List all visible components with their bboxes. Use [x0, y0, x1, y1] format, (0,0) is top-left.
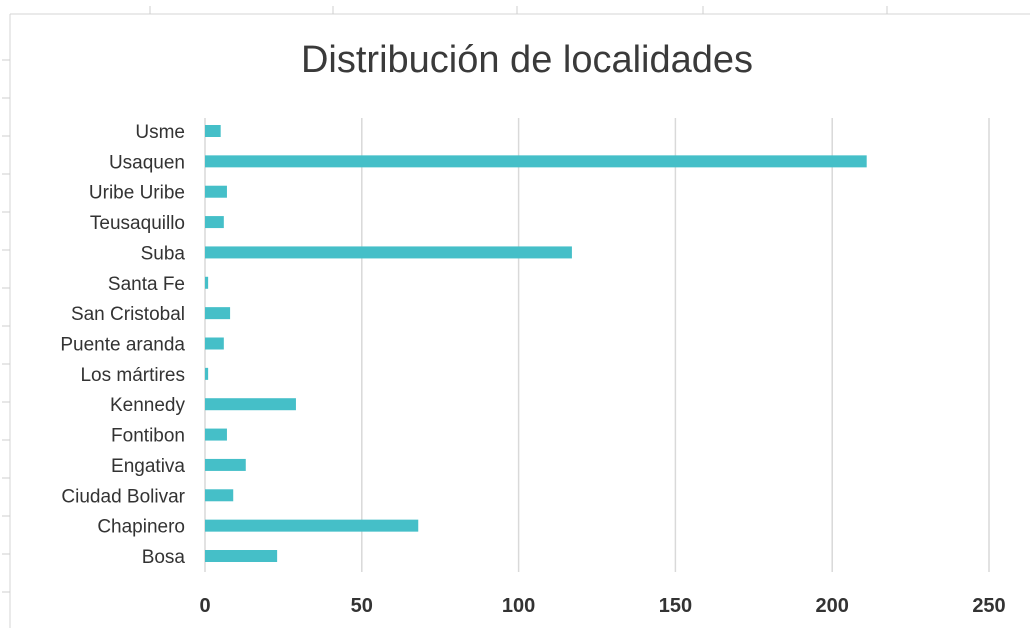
x-tick-label: 150	[659, 595, 692, 617]
x-tick-label: 200	[816, 595, 849, 617]
category-labels: Usme Usaquen Uribe Uribe Teusaquillo Suba San…	[60, 122, 185, 568]
category-label: Ciudad Bolivar	[61, 486, 185, 507]
bar	[205, 458, 246, 471]
x-tick-label: 100	[502, 595, 535, 617]
bar	[205, 367, 209, 380]
category-label: Usaquen	[109, 152, 185, 173]
bar	[205, 489, 234, 502]
bar	[205, 246, 572, 259]
bar	[205, 185, 227, 198]
gridlines	[204, 118, 990, 572]
bar	[205, 428, 227, 441]
bar	[205, 519, 419, 532]
category-label: Los mártires	[80, 365, 185, 386]
category-label: Bosa	[142, 547, 186, 568]
bar	[205, 125, 221, 137]
bar	[205, 216, 224, 229]
chart-frame	[2, 6, 1030, 628]
category-label: Teusaquillo	[90, 213, 185, 234]
x-tick-labels: 0 50 100 150 200 250	[199, 595, 1005, 617]
category-label: Puente aranda	[60, 335, 185, 356]
bar	[205, 337, 224, 350]
x-tick-label: 50	[351, 595, 373, 617]
chart-title: Distribución de localidades	[301, 39, 753, 81]
category-label: Suba	[141, 243, 186, 264]
bar	[205, 307, 231, 320]
bars	[205, 125, 867, 562]
bar	[205, 276, 209, 289]
bar	[205, 550, 278, 562]
bar	[205, 155, 867, 168]
category-label: Uribe Uribe	[89, 183, 185, 204]
bar	[205, 398, 296, 411]
x-tick-label: 250	[972, 595, 1005, 617]
category-label: Kennedy	[110, 395, 186, 416]
x-tick-label: 0	[199, 595, 210, 617]
category-label: San Cristobal	[71, 304, 185, 325]
category-label: Usme	[135, 122, 185, 143]
category-label: Chapinero	[97, 517, 185, 538]
category-label: Fontibon	[111, 426, 185, 447]
category-label: Santa Fe	[108, 274, 185, 295]
category-label: Engativa	[111, 456, 185, 477]
